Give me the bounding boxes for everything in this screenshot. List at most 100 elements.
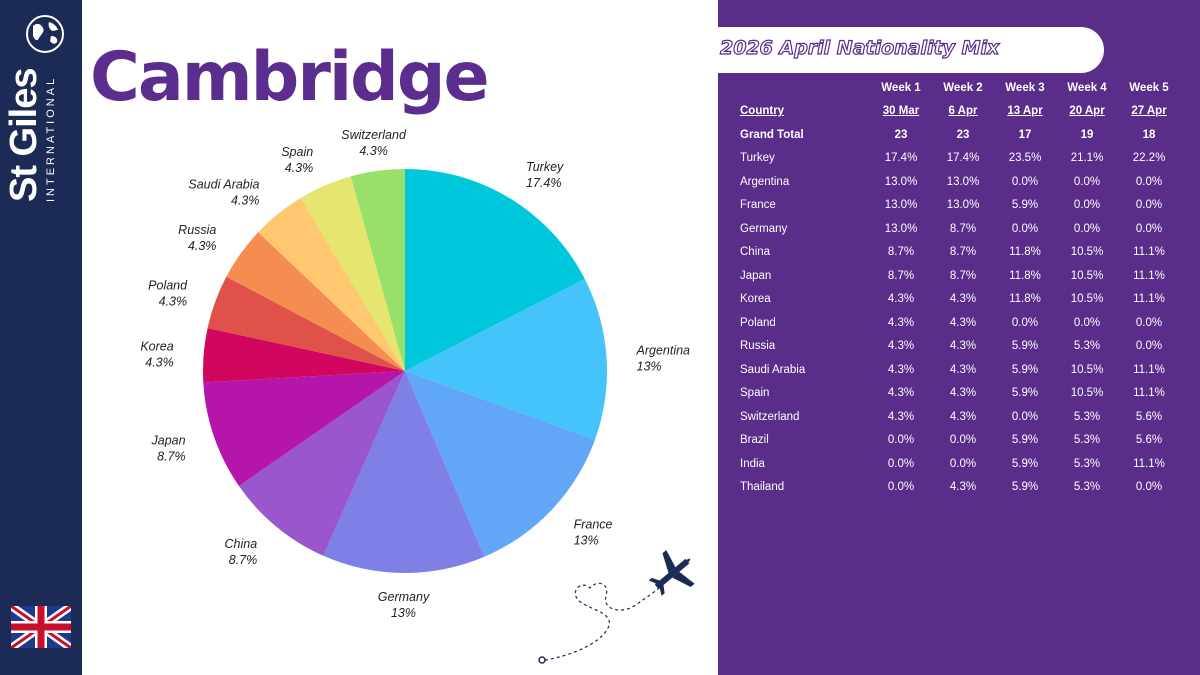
pie-slice-turkey xyxy=(405,169,585,371)
percent-cell: 0.0% xyxy=(1011,316,1039,329)
percent-cell: 4.3% xyxy=(949,410,977,423)
percent-cell: 11.8% xyxy=(1009,293,1041,306)
percent-cell: 10.5% xyxy=(1070,246,1104,259)
table-row: Poland 4.3% 4.3% 0.0% 0.0% 0.0% xyxy=(740,311,1180,335)
percent-cell: 0.0% xyxy=(1135,222,1163,235)
week-header: Week 4 xyxy=(1067,81,1107,94)
country-cell: Argentina xyxy=(740,175,790,188)
percent-cell: 5.9% xyxy=(1011,199,1039,212)
percent-cell: 4.3% xyxy=(949,316,977,329)
uk-flag-icon xyxy=(11,606,71,648)
date-header-row: Country 30 Mar 6 Apr 13 Apr 20 Apr 27 Ap… xyxy=(740,100,1180,124)
percent-cell: 13.0% xyxy=(884,175,918,188)
percent-cell: 4.3% xyxy=(887,363,915,376)
percent-cell: 10.5% xyxy=(1070,269,1104,282)
percent-cell: 0.0% xyxy=(887,457,915,470)
percent-cell: 13.0% xyxy=(946,199,980,212)
page-title: Cambridge xyxy=(90,38,490,117)
percent-cell: 13.0% xyxy=(884,222,918,235)
percent-cell: 8.7% xyxy=(949,246,977,259)
header-blank xyxy=(740,76,870,100)
percent-cell: 4.3% xyxy=(949,363,977,376)
percent-cell: 5.3% xyxy=(1073,434,1101,447)
percent-cell: 10.5% xyxy=(1070,293,1104,306)
country-cell: Thailand xyxy=(740,481,785,494)
table-row: France 13.0% 13.0% 5.9% 0.0% 0.0% xyxy=(740,194,1180,218)
percent-cell: 13.0% xyxy=(884,199,918,212)
brand-sidebar: St Giles INTERNATIONAL xyxy=(0,0,82,675)
table-row: Saudi Arabia 4.3% 4.3% 5.9% 10.5% 11.1% xyxy=(740,358,1180,382)
week-header-row: Week 1 Week 2 Week 3 Week 4 Week 5 xyxy=(740,76,1180,100)
percent-cell: 0.0% xyxy=(1135,316,1163,329)
percent-cell: 4.3% xyxy=(887,340,915,353)
percent-cell: 0.0% xyxy=(1011,175,1039,188)
country-cell: Saudi Arabia xyxy=(740,363,806,376)
country-cell: China xyxy=(740,246,771,259)
percent-cell: 0.0% xyxy=(1073,199,1101,212)
date-header: 27 Apr xyxy=(1131,105,1167,118)
percent-cell: 5.9% xyxy=(1011,363,1039,376)
percent-cell: 17.4% xyxy=(884,152,918,165)
pie-label-value: 4.3% xyxy=(231,193,260,207)
percent-cell: 8.7% xyxy=(887,246,915,259)
pie-slice-spain xyxy=(300,176,405,371)
percent-cell: 4.3% xyxy=(949,293,977,306)
pie-label-value: 8.7% xyxy=(229,553,258,567)
pie-label-value: 8.7% xyxy=(157,449,186,463)
table-row: India 0.0% 0.0% 5.9% 5.3% 11.1% xyxy=(740,452,1180,476)
percent-cell: 8.7% xyxy=(887,269,915,282)
table-row: China 8.7% 8.7% 11.8% 10.5% 11.1% xyxy=(740,241,1180,265)
percent-cell: 0.0% xyxy=(887,481,915,494)
pie-label-value: 13% xyxy=(574,533,599,547)
pie-label-category: Argentina xyxy=(636,343,691,357)
percent-cell: 0.0% xyxy=(1135,175,1163,188)
percent-cell: 0.0% xyxy=(1135,340,1163,353)
pie-label-category: Korea xyxy=(140,340,173,354)
percent-cell: 13.0% xyxy=(946,175,980,188)
pie-slice-korea xyxy=(203,328,405,383)
pie-label-value: 4.3% xyxy=(188,239,217,253)
pie-slice-japan xyxy=(203,371,405,486)
percent-cell: 4.3% xyxy=(949,387,977,400)
table-row: Argentina 13.0% 13.0% 0.0% 0.0% 0.0% xyxy=(740,170,1180,194)
table-row: Korea 4.3% 4.3% 11.8% 10.5% 11.1% xyxy=(740,288,1180,312)
brand-subtitle: INTERNATIONAL xyxy=(45,75,57,202)
pie-slice-france xyxy=(405,371,595,557)
percent-cell: 11.1% xyxy=(1133,387,1165,400)
percent-cell: 11.1% xyxy=(1133,293,1165,306)
percent-cell: 23.5% xyxy=(1008,152,1042,165)
grand-total-label: Grand Total xyxy=(740,128,804,141)
nationality-table: Week 1 Week 2 Week 3 Week 4 Week 5 Count… xyxy=(740,76,1180,499)
percent-cell: 5.6% xyxy=(1135,434,1163,447)
pie-label-value: 13% xyxy=(637,359,662,373)
percent-cell: 5.3% xyxy=(1073,457,1101,470)
panel-heading: 2026 April Nationality Mix xyxy=(719,36,1000,59)
percent-cell: 0.0% xyxy=(1135,199,1163,212)
date-header: 13 Apr xyxy=(1007,105,1043,118)
percent-cell: 10.5% xyxy=(1070,387,1104,400)
pie-label-category: Turkey xyxy=(526,160,564,174)
country-header: Country xyxy=(740,105,785,118)
pie-label-value: 4.3% xyxy=(359,144,388,158)
percent-cell: 5.6% xyxy=(1135,410,1163,423)
pie-slice-saudi-arabia xyxy=(258,198,405,371)
percent-cell: 4.3% xyxy=(887,293,915,306)
panel-heading-pill: 2026 April Nationality Mix xyxy=(718,27,1104,73)
percent-cell: 0.0% xyxy=(1011,410,1039,423)
percent-cell: 0.0% xyxy=(1073,222,1101,235)
pie-label-value: 17.4% xyxy=(526,176,561,190)
pie-label-category: France xyxy=(574,517,613,531)
pie-label-category: Japan xyxy=(151,433,186,447)
week-header: Week 1 xyxy=(881,81,921,94)
pie-label-value: 4.3% xyxy=(145,356,174,370)
percent-cell: 11.1% xyxy=(1133,269,1165,282)
table-row: Turkey 17.4% 17.4% 23.5% 21.1% 22.2% xyxy=(740,147,1180,171)
table-row: Brazil 0.0% 0.0% 5.9% 5.3% 5.6% xyxy=(740,429,1180,453)
pie-slice-germany xyxy=(323,371,485,573)
brand-logo-text: St Giles INTERNATIONAL xyxy=(3,52,58,203)
percent-cell: 10.5% xyxy=(1070,363,1104,376)
percent-cell: 4.3% xyxy=(949,481,977,494)
nationality-table-body: Turkey 17.4% 17.4% 23.5% 21.1% 22.2% Argentina… xyxy=(740,147,1180,500)
percent-cell: 11.8% xyxy=(1009,246,1041,259)
percent-cell: 5.9% xyxy=(1011,481,1039,494)
